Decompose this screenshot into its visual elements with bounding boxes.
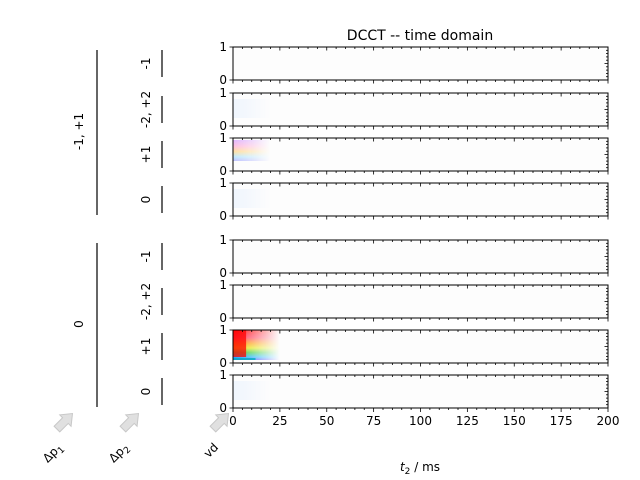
- signal-weak: [233, 189, 271, 208]
- subplot-background: [233, 93, 608, 126]
- x-tick-label: 100: [409, 414, 432, 428]
- x-tick-label: 125: [456, 414, 479, 428]
- subplot-background: [233, 330, 608, 363]
- signal-band: [233, 189, 271, 208]
- subplot-background: [233, 47, 608, 80]
- signal-band: [233, 140, 271, 161]
- x-tick-label: 200: [597, 414, 620, 428]
- subplot-background: [233, 375, 608, 408]
- inner-dim-arrow: [119, 412, 140, 433]
- signal-tail: [233, 358, 256, 360]
- outer-dim-arrow: [53, 412, 74, 433]
- subplot-11-3: 10: [219, 176, 609, 223]
- chart-title: DCCT -- time domain: [347, 28, 493, 44]
- x-axis-label: t2 / ms: [400, 460, 440, 477]
- signal-band: [233, 381, 271, 400]
- subplot-background: [233, 240, 608, 273]
- subplot-background: [233, 138, 608, 171]
- row-label: -1: [139, 58, 153, 70]
- row-label: 0: [139, 388, 153, 396]
- y-tick-label-0: 0: [219, 401, 227, 415]
- group-label: -1, +1: [72, 113, 86, 150]
- y-tick-label-1: 1: [219, 278, 227, 292]
- y-tick-label-0: 0: [219, 356, 227, 370]
- y-tick-label-1: 1: [219, 233, 227, 247]
- row-dim-arrow-shape: [209, 412, 230, 433]
- group-label: 0: [72, 320, 86, 328]
- subplot-11-0: 10: [219, 40, 609, 87]
- row-dim-arrow: [209, 412, 230, 433]
- y-tick-label-0: 0: [219, 73, 227, 87]
- row-label: +1: [139, 146, 153, 164]
- row-label: -2, +2: [139, 283, 153, 320]
- x-tick-label: 0: [229, 414, 237, 428]
- x-tick-label: 25: [272, 414, 287, 428]
- signal-weak: [233, 381, 271, 400]
- signal-decay: [233, 140, 271, 161]
- subplot-0-7: 10: [219, 368, 609, 415]
- x-tick-label: 50: [319, 414, 334, 428]
- subplot-11-1: 10: [219, 86, 609, 133]
- row-label: -1: [139, 251, 153, 263]
- x-tick-label: 150: [503, 414, 526, 428]
- subplot-background: [233, 285, 608, 318]
- subplot-11-2: 10: [219, 131, 609, 178]
- y-tick-label-1: 1: [219, 131, 227, 145]
- subplot-0-4: 10: [219, 233, 609, 280]
- y-tick-label-1: 1: [219, 176, 227, 190]
- outer-dim-label: Δp1: [40, 440, 67, 467]
- y-tick-label-1: 1: [219, 323, 227, 337]
- y-tick-label-1: 1: [219, 40, 227, 54]
- outer-dim-arrow-shape: [53, 412, 74, 433]
- y-tick-label-0: 0: [219, 164, 227, 178]
- y-tick-label-0: 0: [219, 209, 227, 223]
- y-tick-label-0: 0: [219, 266, 227, 280]
- y-tick-label-1: 1: [219, 86, 227, 100]
- subplot-background: [233, 183, 608, 216]
- signal-weak: [233, 99, 271, 118]
- row-label: -2, +2: [139, 91, 153, 128]
- subplot-0-6: 10: [219, 323, 609, 370]
- subplot-0-5: 10: [219, 278, 609, 325]
- y-tick-label-0: 0: [219, 311, 227, 325]
- row-dim-label: vd: [201, 440, 221, 460]
- x-tick-label: 175: [550, 414, 573, 428]
- x-tick-label: 75: [366, 414, 381, 428]
- signal-band: [233, 99, 271, 118]
- signal-core: [233, 330, 247, 357]
- row-label: 0: [139, 196, 153, 204]
- row-label: +1: [139, 338, 153, 356]
- inner-dim-arrow-shape: [119, 412, 140, 433]
- inner-dim-label: Δp2: [106, 440, 133, 467]
- y-tick-label-1: 1: [219, 368, 227, 382]
- y-tick-label-0: 0: [219, 119, 227, 133]
